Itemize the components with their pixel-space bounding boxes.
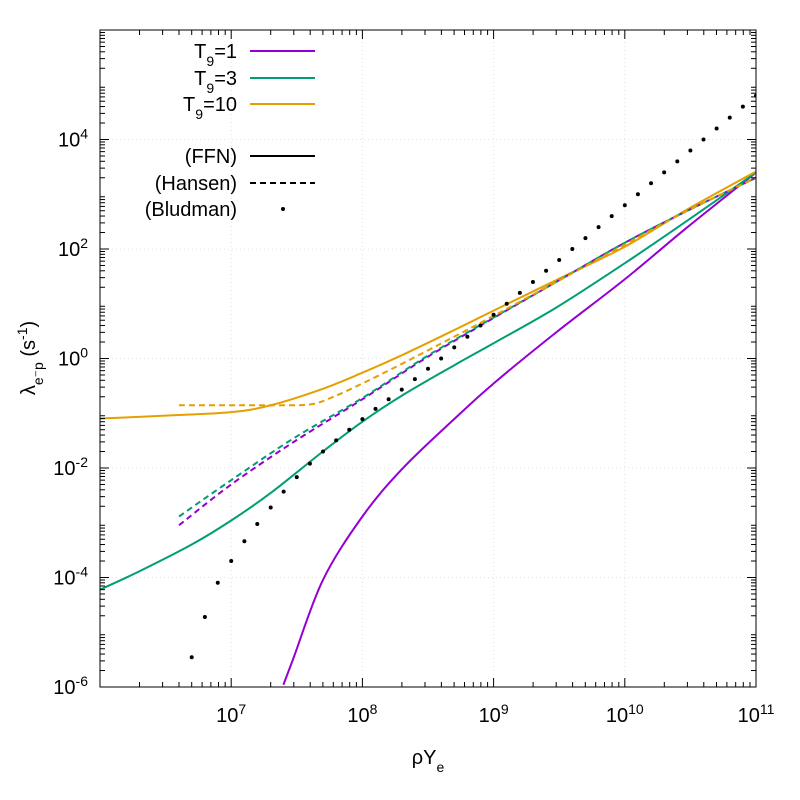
y-tick-label: 10-4 bbox=[53, 564, 88, 590]
series-point-bludman bbox=[229, 559, 234, 564]
series-point-bludman bbox=[399, 387, 404, 392]
y-tick-label: 10-6 bbox=[53, 673, 88, 699]
y-tick-label: 102 bbox=[58, 235, 88, 261]
series-point-bludman bbox=[386, 397, 391, 402]
series-point-bludman bbox=[412, 377, 417, 382]
series-point-bludman bbox=[202, 614, 207, 619]
series-point-bludman bbox=[465, 334, 470, 339]
x-tick-label: 108 bbox=[347, 701, 377, 727]
legend-label-t9-3: T9=3 bbox=[194, 68, 237, 96]
series-point-bludman bbox=[189, 655, 194, 660]
legend-label-t9-10: T9=10 bbox=[183, 94, 237, 122]
series-line-t9-10-ffn bbox=[100, 170, 756, 420]
series-point-bludman bbox=[530, 279, 535, 284]
tick-layer bbox=[100, 30, 757, 688]
tick-label-layer: 107 108 109 1010 1011 10-6 10-4 10-2 100 102 104 bbox=[53, 126, 774, 728]
series-point-bludman bbox=[347, 427, 352, 432]
x-tick-label: 1010 bbox=[606, 701, 644, 727]
series-point-bludman bbox=[307, 461, 312, 466]
y-tick-label: 104 bbox=[58, 126, 88, 152]
series-point-bludman bbox=[255, 521, 260, 526]
series-point-bludman bbox=[727, 115, 732, 120]
y-tick-label: 100 bbox=[58, 345, 88, 371]
series-point-bludman bbox=[334, 438, 339, 443]
series-point-bludman bbox=[675, 159, 680, 164]
series-point-bludman bbox=[649, 181, 654, 186]
x-tick-label: 1011 bbox=[738, 701, 775, 727]
legend: T9=1 T9=3 T9=10 (FFN) (Hansen) (Bludman) bbox=[145, 41, 315, 221]
series-point-bludman bbox=[701, 137, 706, 142]
series-point-bludman bbox=[242, 539, 247, 544]
series-point-bludman bbox=[662, 170, 667, 175]
legend-label-ffn: (FFN) bbox=[185, 146, 237, 168]
x-axis-label: ρYe bbox=[412, 747, 445, 775]
series-point-bludman bbox=[570, 247, 575, 251]
series-point-bludman bbox=[294, 475, 299, 480]
legend-label-hansen: (Hansen) bbox=[155, 173, 237, 195]
legend-sample-bludman bbox=[281, 207, 285, 211]
series-point-bludman bbox=[740, 104, 745, 109]
series-line-t9-10-hansen bbox=[178, 176, 756, 407]
series-point-bludman bbox=[491, 312, 496, 317]
series-line-t9-1-ffn bbox=[282, 171, 756, 686]
legend-label-bludman: (Bludman) bbox=[145, 199, 237, 221]
series-point-bludman bbox=[596, 225, 601, 230]
series-point-bludman bbox=[215, 580, 220, 585]
series-point-bludman bbox=[557, 257, 562, 262]
series-point-bludman bbox=[544, 268, 549, 273]
x-tick-label: 109 bbox=[479, 701, 509, 727]
y-axis-label: λe⁻p (s-1) bbox=[14, 321, 46, 395]
series-point-bludman bbox=[360, 417, 365, 422]
series-layer bbox=[100, 93, 756, 686]
series-point-bludman bbox=[609, 214, 614, 219]
series-point-bludman bbox=[517, 290, 522, 295]
series-point-bludman bbox=[373, 406, 378, 411]
series-line-t9-3-ffn bbox=[100, 171, 756, 591]
series-point-bludman bbox=[425, 366, 430, 371]
y-tick-label: 10-2 bbox=[53, 454, 88, 480]
series-point-bludman bbox=[281, 489, 286, 494]
x-tick-label: 107 bbox=[216, 701, 246, 727]
series-point-bludman bbox=[688, 148, 693, 153]
series-point-bludman bbox=[268, 505, 273, 510]
legend-label-t9-1: T9=1 bbox=[194, 41, 237, 69]
series-point-bludman bbox=[504, 301, 509, 306]
series-point-bludman bbox=[478, 323, 483, 328]
series-point-bludman bbox=[635, 192, 640, 197]
series-point-bludman bbox=[452, 345, 457, 350]
series-point-bludman bbox=[439, 356, 444, 361]
series-point-bludman bbox=[583, 236, 588, 241]
series-point-bludman bbox=[321, 449, 326, 454]
series-point-bludman bbox=[714, 126, 719, 131]
series-point-bludman bbox=[622, 203, 627, 208]
